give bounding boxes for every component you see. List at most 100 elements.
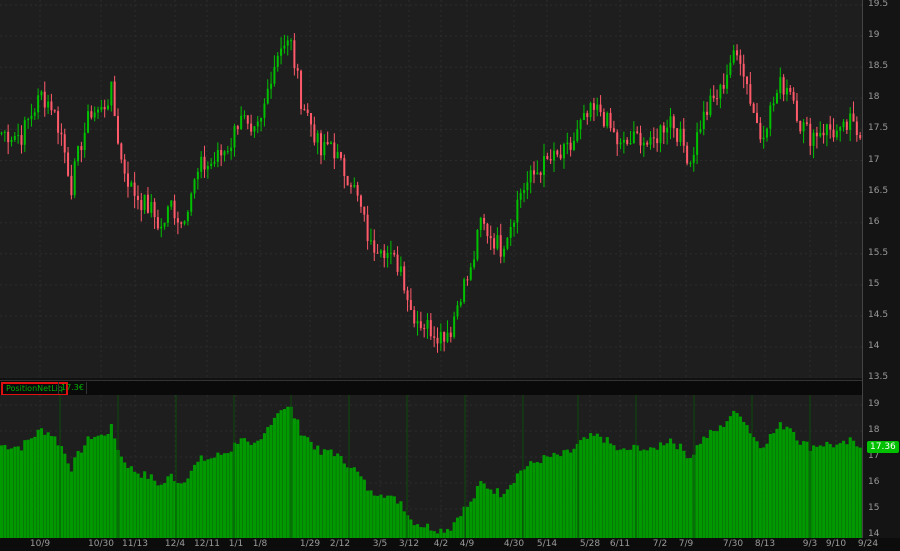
histogram-bar bbox=[742, 421, 746, 538]
candle-body bbox=[839, 127, 842, 131]
candle-body bbox=[616, 132, 619, 145]
candle-body bbox=[483, 217, 486, 224]
candle-body bbox=[433, 336, 436, 338]
candle-body bbox=[855, 121, 858, 136]
candle-body bbox=[596, 104, 599, 110]
price-chart-pane[interactable] bbox=[0, 0, 862, 378]
histogram-bar bbox=[169, 473, 173, 538]
candle-body bbox=[213, 161, 216, 164]
candle-body bbox=[210, 163, 213, 166]
candle-body bbox=[373, 240, 376, 253]
histogram-bar bbox=[219, 454, 223, 538]
date-tick-label: 5/28 bbox=[579, 539, 601, 549]
candle-body bbox=[383, 250, 386, 259]
price-tick-label: 17.5 bbox=[868, 123, 889, 134]
candle-body bbox=[612, 128, 615, 133]
histogram-bar bbox=[306, 437, 310, 538]
histogram-bar bbox=[632, 444, 636, 538]
candle-body bbox=[659, 125, 662, 144]
histogram-bar bbox=[509, 484, 513, 538]
candle-body bbox=[556, 150, 559, 155]
candle-body bbox=[23, 120, 26, 145]
candle-body bbox=[466, 279, 469, 281]
histogram-bar bbox=[146, 478, 150, 538]
candle-body bbox=[516, 199, 519, 223]
histogram-bar bbox=[748, 433, 752, 538]
candle-body bbox=[273, 66, 276, 84]
histogram-bar bbox=[56, 445, 60, 538]
candle-body bbox=[769, 105, 772, 129]
histogram-bar bbox=[495, 488, 499, 538]
candle-body bbox=[572, 140, 575, 150]
candle-body bbox=[799, 120, 802, 132]
histogram-bar bbox=[612, 445, 616, 538]
histogram-bar bbox=[0, 445, 4, 538]
histogram-bar bbox=[222, 453, 227, 538]
study-value-label: 17.3€ bbox=[58, 382, 87, 394]
histogram-bar bbox=[73, 457, 77, 538]
histogram-bar bbox=[206, 459, 210, 538]
candle-body bbox=[503, 248, 506, 257]
histogram-bar bbox=[9, 448, 14, 538]
histogram-bar bbox=[339, 455, 343, 538]
candle-body bbox=[293, 40, 296, 69]
histogram-bar bbox=[572, 448, 576, 538]
histogram-bar bbox=[196, 461, 200, 538]
time-axis[interactable]: 10/9 10/30 11/13 12/4 12/11 1/1 1/8 1/29 2/12 3/5… bbox=[0, 538, 900, 551]
candle-body bbox=[772, 103, 775, 106]
histogram-bar bbox=[426, 523, 430, 538]
histogram-bar bbox=[46, 432, 50, 538]
histogram-bar bbox=[768, 434, 772, 538]
histogram-bar bbox=[698, 443, 703, 538]
candle-body bbox=[682, 128, 685, 146]
candle-body bbox=[825, 124, 828, 136]
histogram-bar bbox=[619, 449, 623, 538]
date-tick-label: 9/24 bbox=[857, 539, 879, 549]
candle-body bbox=[489, 236, 492, 239]
study-pane[interactable] bbox=[0, 395, 862, 538]
candle-body bbox=[679, 128, 682, 142]
histogram-bar bbox=[615, 450, 619, 538]
candle-body bbox=[30, 115, 33, 120]
candle-body bbox=[310, 113, 313, 125]
candle-body bbox=[393, 252, 396, 255]
candle-body bbox=[263, 103, 266, 118]
candle-body bbox=[722, 84, 725, 89]
histogram-bar bbox=[555, 454, 559, 538]
histogram-bar bbox=[499, 497, 503, 538]
date-tick-label: 12/11 bbox=[194, 539, 220, 549]
candle-body bbox=[0, 132, 3, 134]
price-axis[interactable]: 19.5 19 18.5 18 17.5 17 16.5 16 15.5 15 14.5 14 13.5… bbox=[862, 0, 900, 539]
candle-body bbox=[755, 112, 758, 123]
candle-body bbox=[176, 218, 179, 223]
date-tick-label: 12/4 bbox=[164, 539, 186, 549]
histogram-bar bbox=[599, 436, 603, 538]
candle-body bbox=[416, 321, 419, 324]
price-tick-label: 13.5 bbox=[868, 372, 889, 383]
candle-body bbox=[166, 206, 169, 223]
candle-body bbox=[726, 74, 729, 89]
candle-body bbox=[546, 155, 549, 160]
histogram-bar bbox=[389, 495, 393, 538]
candle-body bbox=[196, 171, 199, 180]
histogram-bar bbox=[772, 433, 776, 538]
candle-body bbox=[609, 112, 612, 129]
histogram-bar bbox=[422, 527, 426, 538]
candle-body bbox=[126, 173, 129, 187]
candle-body bbox=[446, 332, 449, 342]
histogram-bar bbox=[652, 447, 656, 538]
candle-body bbox=[260, 117, 263, 122]
candle-body bbox=[669, 116, 672, 128]
position-netliq-histogram bbox=[0, 395, 862, 538]
candle-body bbox=[193, 179, 196, 194]
candle-body bbox=[529, 170, 532, 183]
candle-body bbox=[599, 104, 602, 113]
candle-body bbox=[366, 214, 369, 242]
histogram-bar bbox=[376, 495, 380, 538]
histogram-bar bbox=[189, 470, 193, 538]
study-tick-label: 19 bbox=[868, 399, 880, 409]
histogram-bar bbox=[26, 439, 30, 538]
candle-body bbox=[499, 235, 502, 257]
histogram-bar bbox=[276, 413, 280, 538]
histogram-bar bbox=[292, 418, 296, 538]
